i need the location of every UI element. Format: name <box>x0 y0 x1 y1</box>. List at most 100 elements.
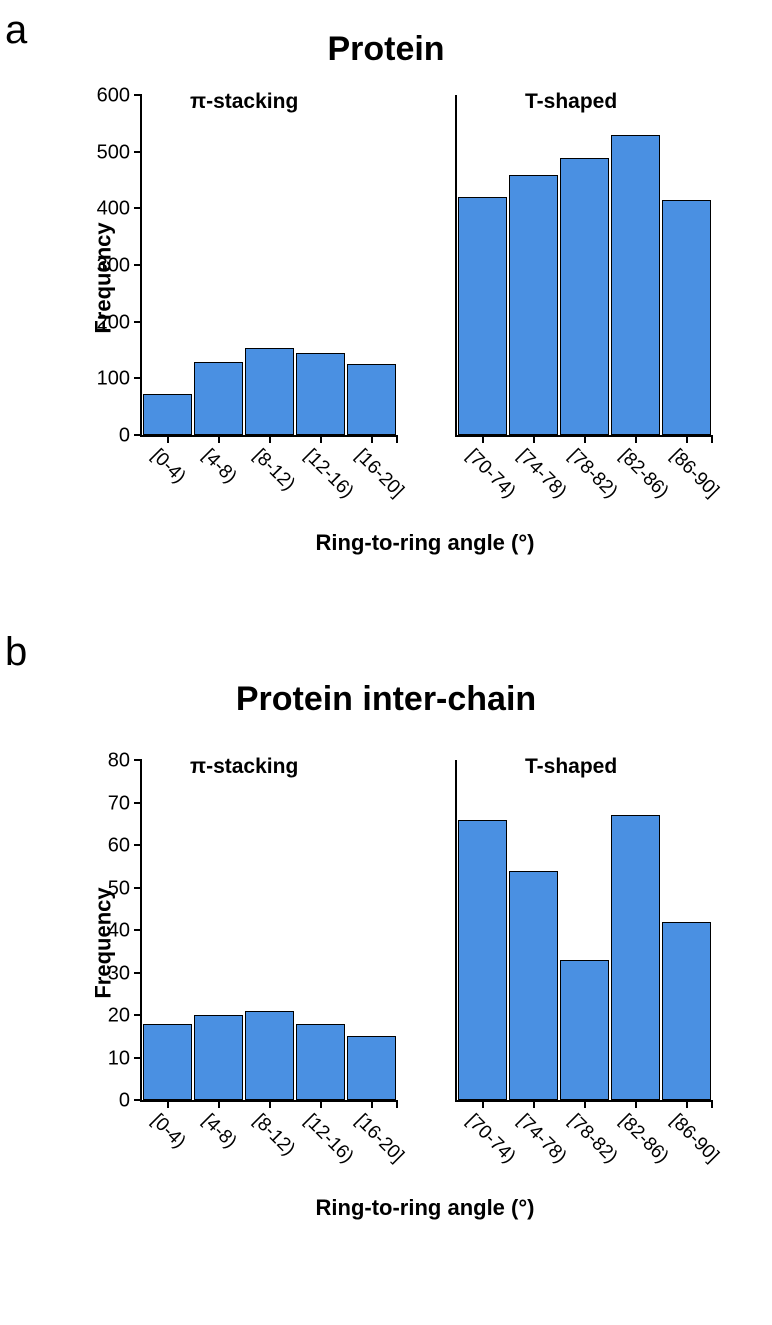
bar <box>662 922 710 1101</box>
x-tick <box>371 1100 373 1108</box>
y-tick <box>134 321 142 323</box>
y-tick-label: 400 <box>97 198 130 221</box>
bar <box>143 394 191 435</box>
x-tick-label: [70-74) <box>461 445 519 503</box>
x-tick <box>320 1100 322 1108</box>
x-tick-label: [74-78) <box>512 1110 570 1168</box>
panel-b-xlabel: Ring-to-ring angle (°) <box>140 1195 710 1221</box>
x-tick <box>686 435 688 443</box>
x-tick <box>584 1100 586 1108</box>
panel-a-plot-right: [70-74)[74-78)[78-82)[82-86)[86-90] <box>455 95 712 437</box>
bar <box>296 353 344 435</box>
x-tick <box>371 435 373 443</box>
panel-a-series2-label: T-shaped <box>525 90 617 114</box>
panel-b-plot-left: 01020304050607080[0-4)[4-8)[8-12)[12-16)… <box>140 760 397 1102</box>
panel-b-label: b <box>5 630 27 675</box>
x-tick-label: [70-74) <box>461 1110 519 1168</box>
bar <box>143 1024 191 1101</box>
x-tick <box>711 435 713 443</box>
panel-a-series1-label: π-stacking <box>190 90 298 114</box>
bar <box>560 960 608 1100</box>
bar <box>509 871 557 1101</box>
y-tick-label: 50 <box>108 877 130 900</box>
x-tick-label: [86-90] <box>665 445 722 502</box>
x-tick <box>167 435 169 443</box>
x-tick-label: [82-86) <box>614 1110 672 1168</box>
y-tick <box>134 94 142 96</box>
y-tick-label: 0 <box>119 1090 130 1113</box>
bar <box>194 1015 242 1100</box>
y-tick <box>134 759 142 761</box>
x-tick <box>584 435 586 443</box>
bar <box>245 348 293 435</box>
bar <box>458 197 506 435</box>
x-tick <box>635 1100 637 1108</box>
x-tick-label: [78-82) <box>563 445 621 503</box>
x-tick-label: [74-78) <box>512 445 570 503</box>
y-tick <box>134 264 142 266</box>
panel-b-chart: Frequency 01020304050607080[0-4)[4-8)[8-… <box>0 760 772 1250</box>
x-tick <box>711 1100 713 1108</box>
x-tick-label: [12-16) <box>299 445 357 503</box>
x-tick-label: [4-8) <box>197 1110 240 1153</box>
y-tick-label: 100 <box>97 368 130 391</box>
panel-a-chart: Frequency 0100200300400500600[0-4)[4-8)[… <box>0 95 772 585</box>
x-tick <box>269 1100 271 1108</box>
y-tick <box>134 207 142 209</box>
y-tick-label: 600 <box>97 85 130 108</box>
x-tick-label: [78-82) <box>563 1110 621 1168</box>
panel-a-xlabel: Ring-to-ring angle (°) <box>140 530 710 556</box>
bar <box>662 200 710 435</box>
y-tick-label: 200 <box>97 311 130 334</box>
y-tick <box>134 1099 142 1101</box>
y-tick-label: 70 <box>108 792 130 815</box>
x-tick-label: [16-20] <box>350 445 407 502</box>
y-tick <box>134 972 142 974</box>
y-tick-label: 80 <box>108 750 130 773</box>
y-tick <box>134 1057 142 1059</box>
y-tick-label: 300 <box>97 255 130 278</box>
panel-b-plot-right: [70-74)[74-78)[78-82)[82-86)[86-90] <box>455 760 712 1102</box>
y-tick <box>134 151 142 153</box>
y-tick <box>134 802 142 804</box>
y-tick <box>134 929 142 931</box>
bar <box>509 175 557 435</box>
y-tick-label: 0 <box>119 425 130 448</box>
x-tick-label: [16-20] <box>350 1110 407 1167</box>
y-tick-label: 60 <box>108 835 130 858</box>
x-tick <box>218 435 220 443</box>
x-tick-label: [12-16) <box>299 1110 357 1168</box>
y-tick <box>134 377 142 379</box>
panel-b-title: Protein inter-chain <box>0 680 772 719</box>
x-tick-label: [0-4) <box>146 1110 189 1153</box>
panel-a-plot-left: 0100200300400500600[0-4)[4-8)[8-12)[12-1… <box>140 95 397 437</box>
bar <box>347 1036 395 1100</box>
x-tick-label: [8-12) <box>248 1110 299 1161</box>
x-tick <box>482 1100 484 1108</box>
x-tick-label: [0-4) <box>146 445 189 488</box>
y-tick <box>134 844 142 846</box>
x-tick-label: [4-8) <box>197 445 240 488</box>
x-tick <box>533 1100 535 1108</box>
x-tick <box>396 435 398 443</box>
panel-a-title: Protein <box>0 30 772 69</box>
x-tick <box>686 1100 688 1108</box>
x-tick <box>320 435 322 443</box>
x-tick <box>167 1100 169 1108</box>
panel-b-series2-label: T-shaped <box>525 755 617 779</box>
y-tick-label: 30 <box>108 962 130 985</box>
bar <box>560 158 608 435</box>
panel-b-series1-label: π-stacking <box>190 755 298 779</box>
x-tick <box>635 435 637 443</box>
x-tick-label: [82-86) <box>614 445 672 503</box>
x-tick <box>396 1100 398 1108</box>
x-tick <box>482 435 484 443</box>
bar <box>296 1024 344 1101</box>
bar <box>611 815 659 1100</box>
x-tick-label: [8-12) <box>248 445 299 496</box>
bar <box>611 135 659 435</box>
y-tick-label: 40 <box>108 920 130 943</box>
y-tick <box>134 1014 142 1016</box>
y-tick-label: 10 <box>108 1047 130 1070</box>
bar <box>245 1011 293 1100</box>
